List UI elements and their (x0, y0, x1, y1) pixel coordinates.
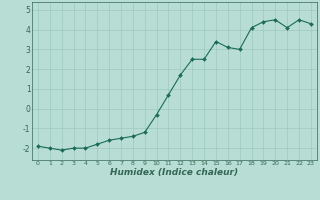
X-axis label: Humidex (Indice chaleur): Humidex (Indice chaleur) (110, 168, 238, 177)
